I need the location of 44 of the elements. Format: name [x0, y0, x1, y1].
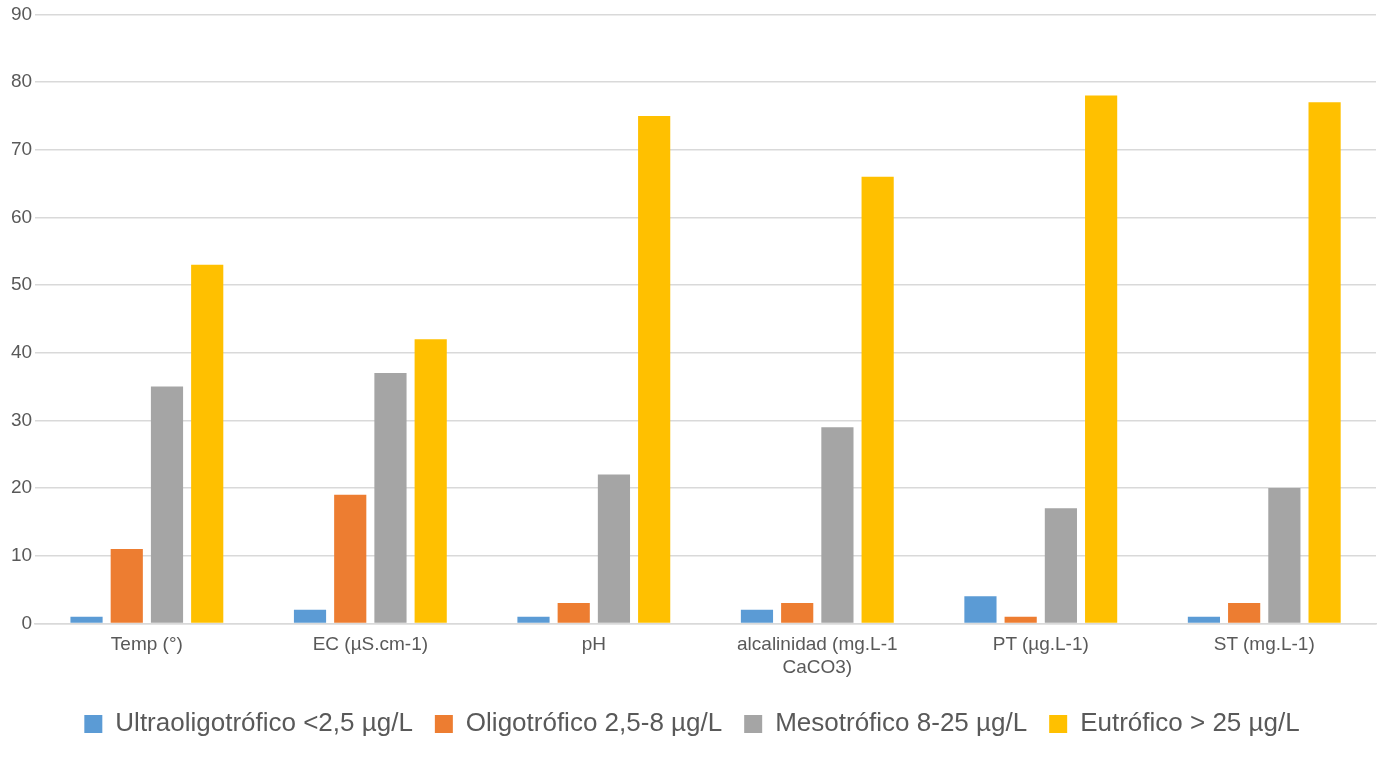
x-tick-label: Temp (°) — [110, 633, 183, 655]
x-tick-label: ST (mg.L-1) — [1213, 633, 1315, 655]
x-tick-label: PT (µg.L-1) — [992, 633, 1089, 655]
y-tick-label: 10 — [10, 543, 33, 565]
bar — [1187, 616, 1221, 623]
legend-label: Mesotrófico 8-25 µg/L — [775, 707, 1028, 738]
bar — [1044, 508, 1077, 623]
y-tick-label: 60 — [10, 205, 33, 227]
bar — [821, 427, 854, 623]
y-tick-label: 70 — [10, 137, 33, 159]
legend-label: Oligotrófico 2,5-8 µg/L — [465, 707, 723, 738]
bar — [150, 386, 184, 623]
bar — [191, 264, 224, 623]
y-tick-label: 30 — [10, 408, 33, 430]
bar — [374, 373, 407, 623]
bar — [70, 616, 103, 623]
bar — [334, 494, 367, 623]
bar — [110, 548, 143, 623]
bar — [861, 176, 894, 623]
bar — [964, 596, 997, 623]
x-tick-label: pH — [581, 633, 606, 655]
legend-label: Ultraoligotrófico <2,5 µg/L — [115, 707, 413, 738]
y-tick-label: 0 — [21, 611, 33, 633]
y-tick-label: 40 — [10, 340, 33, 362]
bar — [1228, 603, 1261, 623]
bar — [1004, 616, 1037, 623]
bar — [597, 474, 631, 623]
bar — [557, 603, 590, 623]
bar — [414, 339, 447, 623]
bar — [781, 603, 814, 623]
bar — [1268, 488, 1301, 623]
x-tick-label: EC (µS.cm-1) — [312, 633, 429, 655]
legend-label: Eutrófico > 25 µg/L — [1080, 707, 1300, 738]
y-tick-label: 50 — [10, 273, 33, 295]
bar — [1308, 102, 1341, 623]
x-tick-label: alcalinidad (mg.L-1 CaCO3) — [737, 633, 898, 677]
y-tick-label: 20 — [10, 476, 33, 498]
bar — [293, 609, 327, 623]
bar — [638, 115, 671, 623]
bar — [740, 609, 774, 623]
bar — [1085, 95, 1118, 623]
bar — [517, 616, 550, 623]
y-tick-label: 80 — [10, 70, 33, 92]
y-tick-label: 90 — [10, 2, 33, 24]
